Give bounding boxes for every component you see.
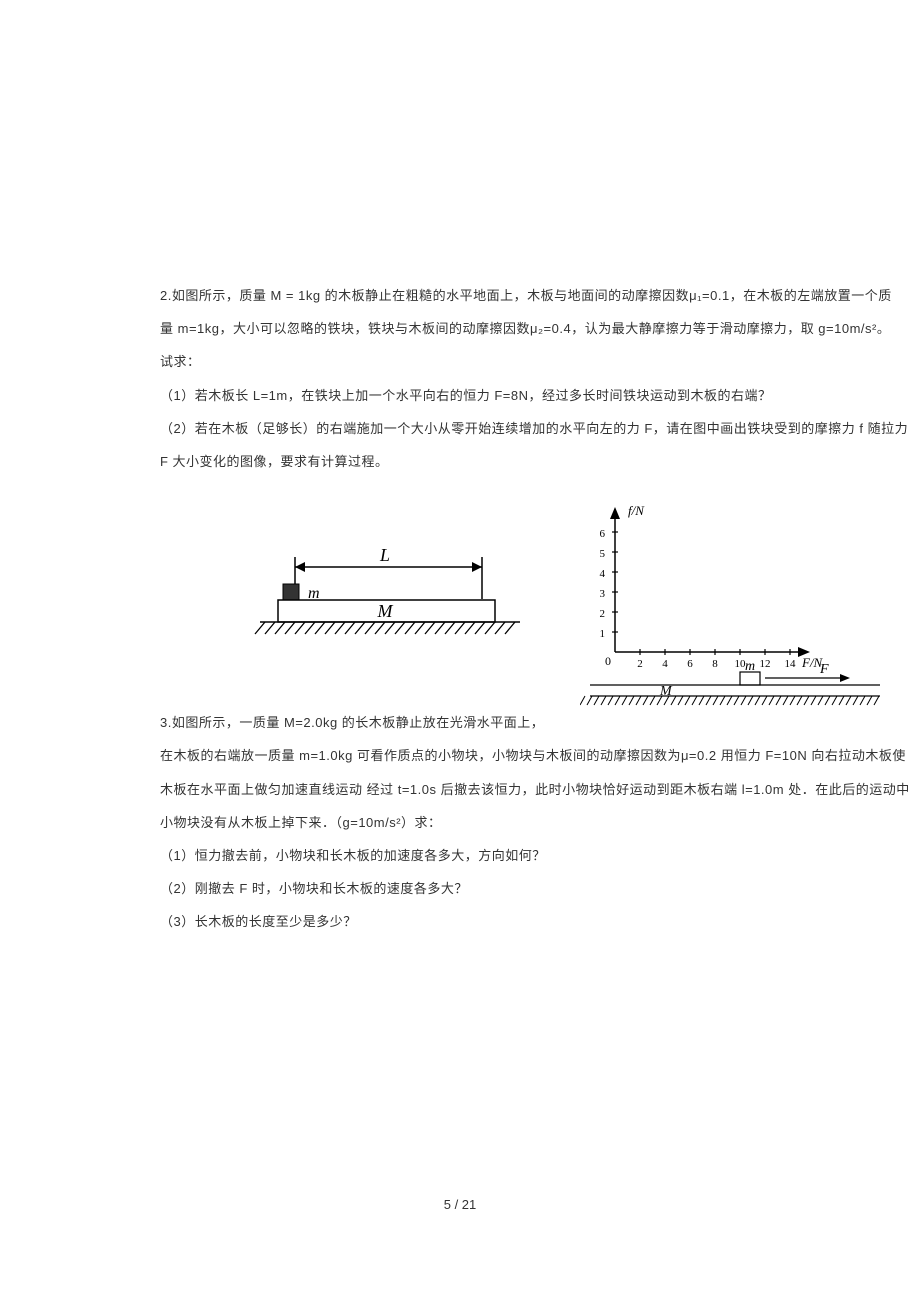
svg-text:2: 2 [600, 608, 606, 620]
p2-line3: 试求： [160, 346, 920, 377]
f-label: F [819, 662, 829, 677]
p3-line5: （1）恒力撤去前，小物块和长木板的加速度各多大，方向如何？ [160, 840, 920, 871]
p3-line7: （3）长木板的长度至少是多少？ [160, 906, 920, 937]
svg-text:4: 4 [600, 568, 606, 580]
graph-axes: 1 2 3 4 5 6 2 4 6 8 10 12 14 [570, 497, 830, 677]
p2-line5: （2）若在木板（足够长）的右端施加一个大小从零开始连续增加的水平向左的力 F，请… [160, 413, 920, 444]
p2-line1: 2.如图所示，质量 M = 1kg 的木板静止在粗糙的水平地面上，木板与地面间的… [160, 280, 920, 311]
l-label: L [379, 545, 390, 565]
big-m-label: M [377, 601, 394, 621]
svg-text:6: 6 [600, 528, 606, 540]
svg-text:5: 5 [600, 548, 606, 560]
p3-line6: （2）刚撤去 F 时，小物块和长木板的速度各多大？ [160, 873, 920, 904]
p2-line6: F 大小变化的图像，要求有计算过程。 [160, 446, 920, 477]
p3-line3: 木板在水平面上做匀加速直线运动 经过 t=1.0s 后撤去该恒力，此时小物块恰好… [160, 774, 920, 805]
page-footer: 5 / 21 [0, 1197, 920, 1212]
document-content: 2.如图所示，质量 M = 1kg 的木板静止在粗糙的水平地面上，木板与地面间的… [0, 280, 920, 937]
figure-row: L m M [250, 497, 920, 677]
small-block-diagram: m M F [580, 662, 880, 722]
p2-line2: 量 m=1kg，大小可以忽略的铁块，铁块与木板间的动摩擦因数μ₂=0.4，认为最… [160, 313, 920, 344]
p3-line2: 在木板的右端放一质量 m=1.0kg 可看作质点的小物块，小物块与木板间的动摩擦… [160, 740, 920, 771]
p3-line4: 小物块没有从木板上掉下来．（g=10m/s²）求： [160, 807, 920, 838]
block-board-diagram: L m M [250, 537, 530, 667]
svg-text:3: 3 [600, 588, 606, 600]
p2-line4: （1）若木板长 L=1m，在铁块上加一个水平向右的恒力 F=8N，经过多长时间铁… [160, 380, 920, 411]
small-m-label: m [745, 662, 755, 674]
svg-text:1: 1 [600, 628, 606, 640]
y-axis-label: f/N [628, 503, 645, 518]
